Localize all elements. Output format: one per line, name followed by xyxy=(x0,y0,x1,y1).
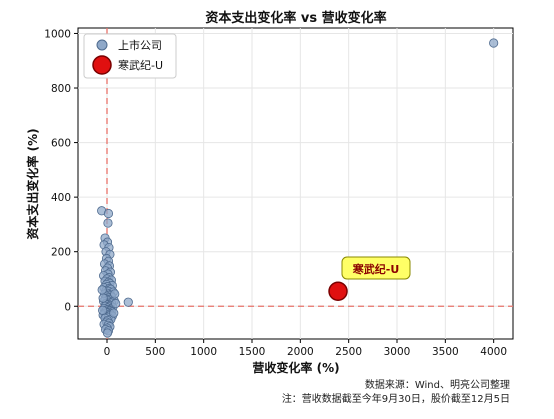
company-point xyxy=(109,308,119,318)
cambricon-point xyxy=(328,281,348,302)
company-point xyxy=(110,289,120,299)
y-tick-label: 600 xyxy=(51,138,71,150)
company-point xyxy=(97,285,107,295)
axis-ticks: 0 500 1000 1500 2000 2500 3000 3500 4000 0 200 400 6… xyxy=(44,28,507,358)
y-axis-label: 资本支出变化率 (%) xyxy=(25,128,40,239)
x-tick-label: 3500 xyxy=(432,346,459,358)
legend-label-cambricon: 寒武纪-U xyxy=(118,58,163,72)
company-point xyxy=(103,208,114,219)
company-point xyxy=(98,305,108,315)
callout-box xyxy=(341,256,411,280)
scatter-points xyxy=(97,38,499,338)
x-tick-label: 1000 xyxy=(190,346,217,358)
footnote: 注：营收数据截至今年9月30日，股价截至12月5日 xyxy=(282,392,510,405)
x-tick-label: 4000 xyxy=(480,346,507,358)
company-point xyxy=(98,293,108,303)
x-tick-label: 500 xyxy=(145,346,165,358)
company-point xyxy=(123,297,133,307)
x-tick-label: 3000 xyxy=(384,346,411,358)
source-note: 数据来源：Wind、明亮公司整理 xyxy=(365,378,510,391)
chart-title: 资本支出变化率 vs 营收变化率 xyxy=(205,10,386,26)
company-point xyxy=(489,38,499,48)
plot-area xyxy=(77,27,514,340)
legend-marker-companies xyxy=(96,39,108,51)
x-axis-label: 营收变化率 (%) xyxy=(252,360,339,375)
y-tick-label: 200 xyxy=(51,247,71,259)
reference-lines xyxy=(78,28,513,339)
legend: 上市公司 寒武纪-U xyxy=(83,33,177,79)
cambricon-callout: 寒武纪-U xyxy=(341,256,411,280)
x-tick-label: 0 xyxy=(104,346,111,358)
y-tick-label: 1000 xyxy=(44,28,71,40)
x-tick-label: 2500 xyxy=(335,346,362,358)
x-tick-label: 1500 xyxy=(239,346,266,358)
x-tick-label: 2000 xyxy=(287,346,314,358)
company-point xyxy=(103,218,113,228)
company-point xyxy=(102,328,113,338)
legend-marker-cambricon xyxy=(92,55,112,75)
y-tick-label: 400 xyxy=(51,192,71,204)
company-point xyxy=(111,298,121,309)
y-tick-label: 0 xyxy=(64,301,71,313)
y-tick-label: 800 xyxy=(51,83,71,95)
callout-label: 寒武纪-U xyxy=(352,262,400,276)
legend-label-companies: 上市公司 xyxy=(118,38,162,52)
